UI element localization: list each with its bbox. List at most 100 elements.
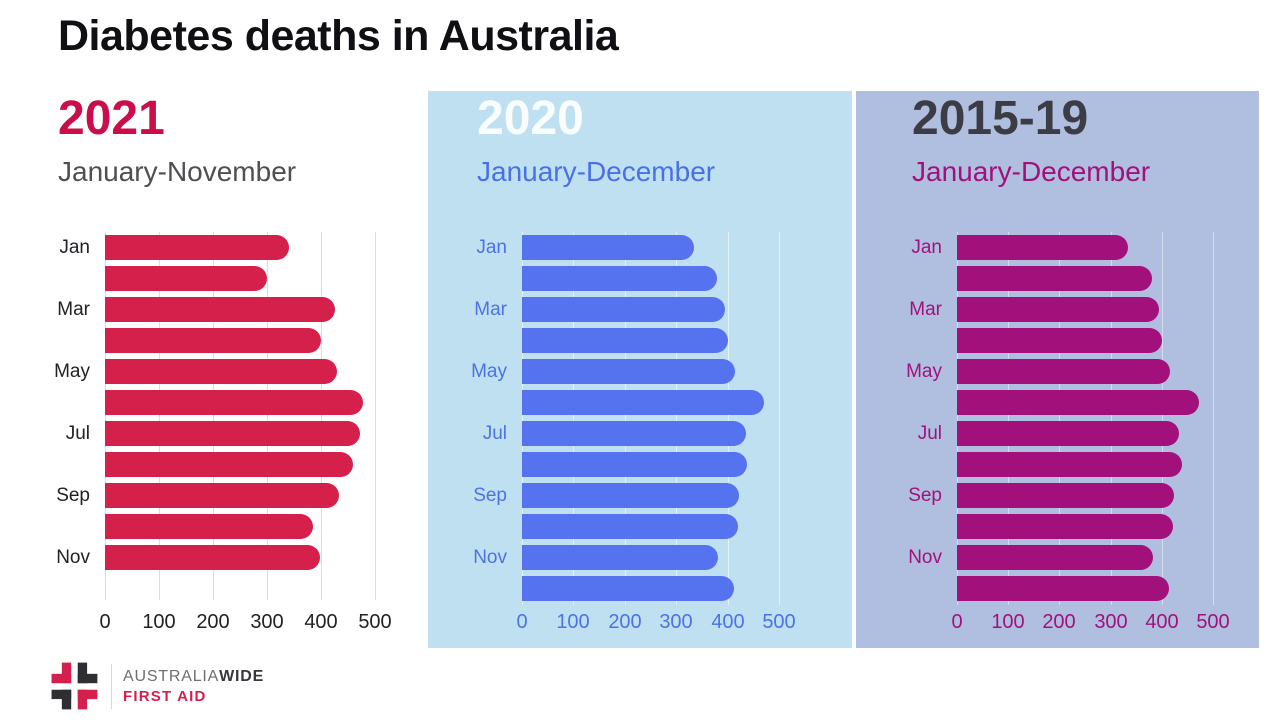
date-range-2015-19: January-December	[912, 156, 1151, 188]
chart-row-jun	[44, 390, 389, 415]
x-tick-300: 300	[1094, 611, 1128, 633]
chart-row-jul: Jul	[896, 421, 1228, 446]
gridline-500	[779, 232, 780, 605]
bar-track	[522, 483, 793, 508]
chart-row-nov: Nov	[896, 545, 1228, 570]
bar-mar	[957, 297, 1159, 322]
x-tick-200: 200	[196, 611, 230, 633]
bar-track	[522, 359, 793, 384]
bar-chart-2020: Jan Mar May Jul Sep Nov 0 100 200 300 400 500	[461, 232, 796, 644]
chart-row-jun	[461, 390, 793, 415]
chart-row-jul: Jul	[44, 421, 389, 446]
month-label-nov: Nov	[473, 547, 507, 568]
bar-apr	[522, 328, 728, 353]
gridline-300	[1111, 232, 1112, 605]
bar-aug	[105, 452, 353, 477]
gridline-200	[625, 232, 626, 605]
date-range-2020: January-December	[477, 156, 716, 188]
month-label-jul: Jul	[482, 423, 507, 444]
bar-feb	[105, 266, 267, 291]
gridline-300	[267, 232, 268, 600]
chart-row-apr	[44, 328, 389, 353]
bar-chart-2015-19: Jan Mar May Jul Sep Nov 0 100 200 300 400 500	[896, 232, 1230, 644]
bar-feb	[957, 266, 1152, 291]
x-tick-500: 500	[1196, 611, 1230, 633]
x-tick-500: 500	[358, 611, 392, 633]
bar-track	[105, 266, 389, 291]
bar-chart-2021: Jan Mar May Jul Sep Nov 0 100 200 300 400 500	[44, 232, 392, 644]
month-label-nov: Nov	[908, 547, 942, 568]
chart-row-nov: Nov	[461, 545, 793, 570]
month-label-mar: Mar	[474, 299, 507, 320]
gridline-200	[213, 232, 214, 600]
logo-brand-name: AUSTRALIAWIDE	[123, 667, 265, 685]
chart-row-jul: Jul	[461, 421, 793, 446]
x-tick-300: 300	[250, 611, 284, 633]
bar-oct	[957, 514, 1173, 539]
chart-row-dec	[896, 576, 1228, 601]
bar-oct	[522, 514, 738, 539]
chart-row-jan: Jan	[896, 235, 1228, 260]
chart-row-mar: Mar	[896, 297, 1228, 322]
bar-may	[105, 359, 337, 384]
bar-track	[105, 235, 389, 260]
x-tick-500: 500	[762, 611, 796, 633]
bar-track	[105, 514, 389, 539]
chart-row-jun	[896, 390, 1228, 415]
chart-row-oct	[44, 514, 389, 539]
bar-track	[522, 297, 793, 322]
bar-track	[957, 359, 1228, 384]
logo-text: AUSTRALIAWIDE FIRST AID	[123, 667, 265, 705]
cross-logo-icon	[51, 662, 98, 710]
bar-sep	[522, 483, 739, 508]
month-label-may: May	[54, 361, 90, 382]
bar-dec	[957, 576, 1169, 601]
bar-track	[957, 390, 1228, 415]
bar-track	[522, 266, 793, 291]
bar-jul	[957, 421, 1179, 446]
bar-track	[105, 421, 389, 446]
bar-oct	[105, 514, 313, 539]
chart-row-feb	[44, 266, 389, 291]
chart-row-sep: Sep	[44, 483, 389, 508]
bar-sep	[105, 483, 339, 508]
bar-track	[522, 452, 793, 477]
bar-track	[957, 545, 1228, 570]
chart-row-apr	[461, 328, 793, 353]
header-2020: 2020 January-December	[477, 93, 716, 188]
x-tick-0: 0	[99, 611, 111, 633]
x-tick-400: 400	[1145, 611, 1179, 633]
gridline-100	[159, 232, 160, 600]
bar-track	[105, 545, 389, 570]
month-label-jan: Jan	[59, 237, 90, 258]
bar-mar	[105, 297, 335, 322]
chart-row-aug	[44, 452, 389, 477]
chart-row-may: May	[44, 359, 389, 384]
x-tick-400: 400	[711, 611, 745, 633]
gridline-300	[676, 232, 677, 605]
bar-nov	[105, 545, 320, 570]
bar-apr	[957, 328, 1162, 353]
bar-nov	[522, 545, 718, 570]
logo-tagline: FIRST AID	[123, 687, 207, 705]
date-range-2021: January-November	[58, 156, 297, 188]
chart-row-may: May	[896, 359, 1228, 384]
bar-track	[105, 359, 389, 384]
gridline-400	[321, 232, 322, 600]
bar-track	[105, 328, 389, 353]
chart-row-mar: Mar	[44, 297, 389, 322]
bar-track	[522, 390, 793, 415]
x-tick-100: 100	[556, 611, 590, 633]
bar-feb	[522, 266, 717, 291]
month-label-may: May	[906, 361, 942, 382]
chart-row-oct	[461, 514, 793, 539]
chart-row-aug	[896, 452, 1228, 477]
bar-mar	[522, 297, 725, 322]
month-label-jan: Jan	[911, 237, 942, 258]
month-label-jul: Jul	[917, 423, 942, 444]
bar-track	[957, 266, 1228, 291]
x-tick-0: 0	[516, 611, 528, 633]
bar-jul	[105, 421, 360, 446]
bar-track	[105, 483, 389, 508]
